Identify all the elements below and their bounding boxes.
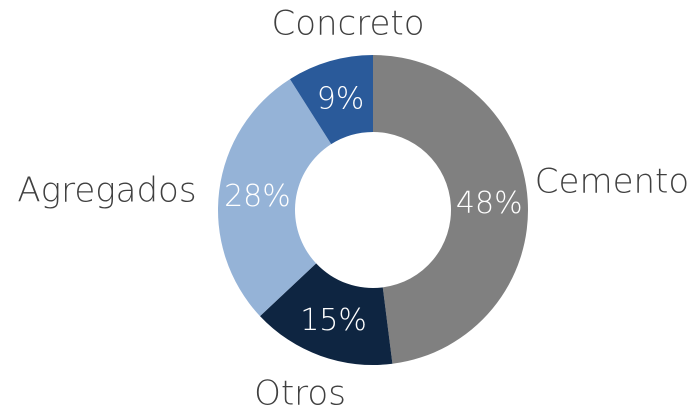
donut-slice <box>289 55 373 145</box>
category-label: Agregados <box>17 171 196 211</box>
value-label: 9% <box>317 82 365 117</box>
donut-slice <box>218 79 332 317</box>
category-label: Otros <box>254 374 346 414</box>
category-label: Concreto <box>271 4 424 44</box>
value-label: 28% <box>224 179 291 214</box>
donut-slice <box>260 263 393 365</box>
value-label: 48% <box>456 186 523 221</box>
category-label: Cemento <box>535 162 689 202</box>
value-label: 15% <box>300 303 367 338</box>
donut-slice <box>373 55 528 364</box>
